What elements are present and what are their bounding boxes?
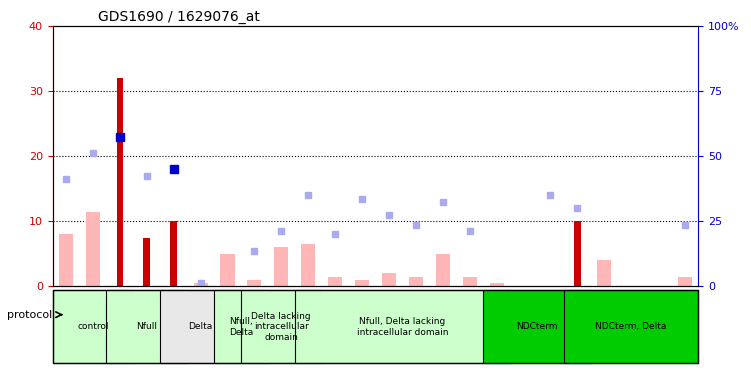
Bar <box>86 211 100 286</box>
Bar <box>221 254 234 286</box>
FancyBboxPatch shape <box>160 290 241 363</box>
Bar <box>143 237 150 286</box>
Bar <box>574 221 581 286</box>
Bar <box>490 283 504 286</box>
Bar <box>116 78 123 286</box>
Text: Nfull,
Delta: Nfull, Delta <box>229 317 253 337</box>
FancyBboxPatch shape <box>107 290 187 363</box>
Bar <box>247 280 261 286</box>
FancyBboxPatch shape <box>483 290 591 363</box>
Bar <box>597 260 611 286</box>
Bar <box>355 280 369 286</box>
FancyBboxPatch shape <box>214 290 268 363</box>
Bar <box>436 254 450 286</box>
Text: Delta: Delta <box>189 322 213 332</box>
Bar <box>328 276 342 286</box>
Text: control: control <box>77 322 109 332</box>
Text: protocol: protocol <box>8 310 53 320</box>
Bar <box>59 234 73 286</box>
Bar <box>301 244 315 286</box>
Text: NDCterm: NDCterm <box>516 322 558 332</box>
Bar <box>170 221 177 286</box>
FancyBboxPatch shape <box>53 290 134 363</box>
FancyBboxPatch shape <box>295 290 510 363</box>
Bar <box>678 276 692 286</box>
Text: GDS1690 / 1629076_at: GDS1690 / 1629076_at <box>98 10 260 24</box>
Bar <box>409 276 423 286</box>
Bar <box>274 247 288 286</box>
FancyBboxPatch shape <box>241 290 321 363</box>
Text: Delta lacking
intracellular
domain: Delta lacking intracellular domain <box>252 312 311 342</box>
Bar <box>463 276 477 286</box>
Text: Nfull: Nfull <box>136 322 157 332</box>
Bar <box>194 283 207 286</box>
FancyBboxPatch shape <box>564 290 698 363</box>
Text: Nfull, Delta lacking
intracellular domain: Nfull, Delta lacking intracellular domai… <box>357 317 448 337</box>
Bar <box>382 273 396 286</box>
Text: NDCterm, Delta: NDCterm, Delta <box>596 322 667 332</box>
